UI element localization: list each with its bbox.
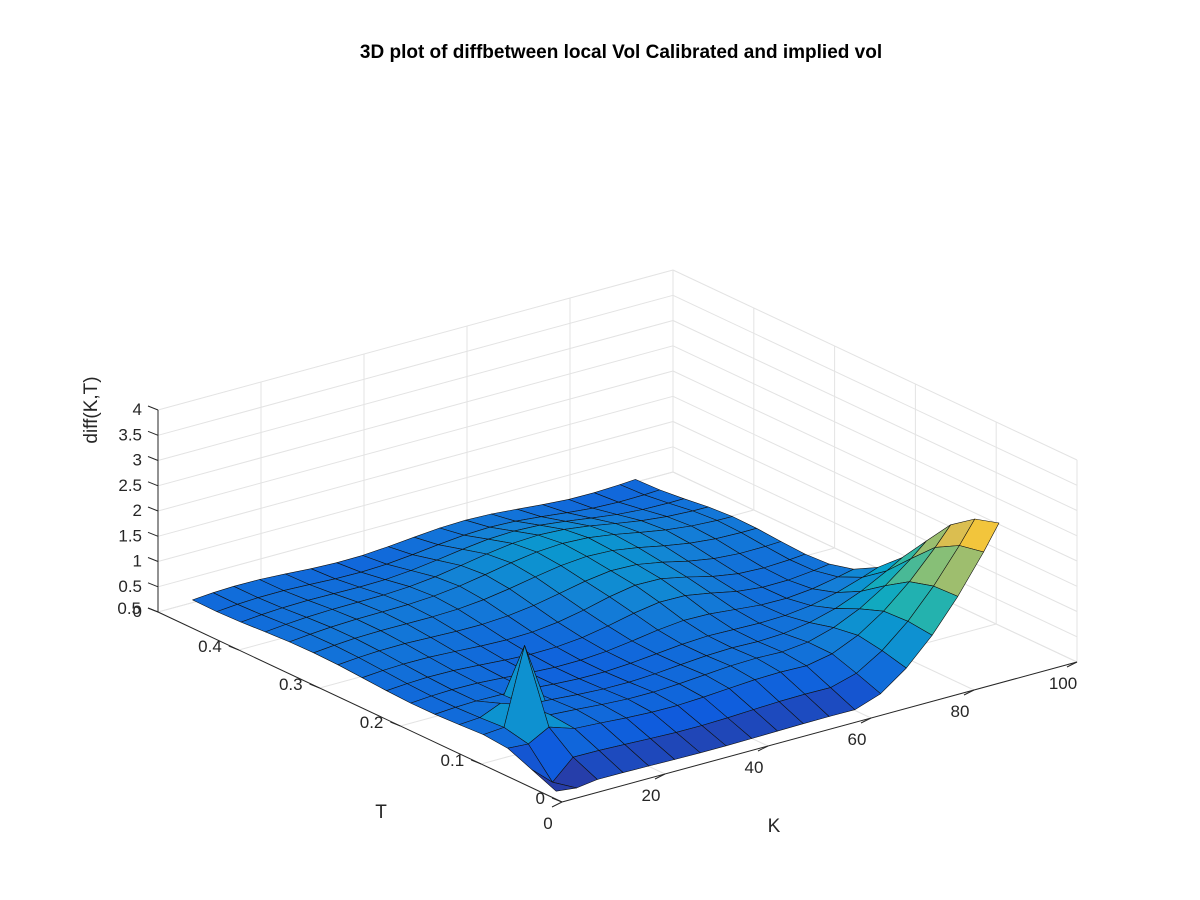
k-tick-label: 20 [642,786,661,805]
z-tick-label: 4 [133,400,142,419]
t-tick-mark [551,797,563,803]
z-tick-mark [147,405,159,411]
grid-line-side-z [672,320,1078,511]
k-tick-mark [1066,661,1078,668]
surface-face [531,769,578,792]
k-tick-mark [860,717,872,724]
grid-line-side-z [672,395,1078,587]
z-tick-label: 0 [133,602,142,621]
t-tick-label: 0.1 [441,751,465,770]
t-tick-label: 0.4 [198,637,222,656]
grid-line-back-z [157,294,674,436]
grid-line-back-z [157,446,674,588]
z-tick-mark [147,582,159,588]
z-tick-mark [147,456,159,461]
k-axis-line [561,661,1078,803]
z-tick-label: 3 [133,451,142,470]
t-tick-label: 0.5 [117,599,141,618]
z-tick-mark [147,481,159,487]
t-tick-label: 0.3 [279,675,303,694]
tick-labels: 02040608010000.10.20.30.40.500.511.522.5… [117,400,1077,833]
grid-line-back-z [157,345,674,487]
k-tick-mark [963,689,975,696]
k-tick-label: 60 [848,730,867,749]
k-tick-label: 80 [951,702,970,721]
t-tick-mark [309,683,320,689]
grid-line-side-z [672,269,1078,461]
z-tick-label: 2 [133,501,142,520]
t-tick-mark [390,721,401,727]
surface-mesh [192,479,1000,792]
z-tick-mark [147,531,159,537]
grid-line-side-z [672,345,1078,537]
z-tick-mark [147,557,159,562]
grid-line-back-z [157,421,674,562]
grid-line-floor-k [672,471,1078,663]
z-tick-label: 1.5 [118,526,142,545]
k-tick-label: 100 [1049,674,1077,693]
grid-line-back-z [157,370,674,512]
t-axis-line [157,611,563,803]
k-tick-mark [654,773,666,780]
grid-line-back-z [157,269,674,411]
z-tick-label: 3.5 [118,425,142,444]
z-tick-mark [147,506,159,512]
z-tick-label: 1 [133,552,142,571]
grid-line-side-z [672,421,1078,612]
z-tick-mark [147,430,159,436]
k-tick-mark [551,801,563,808]
z-axis-label: diff(K,T) [81,376,102,443]
grid-line-side-z [672,370,1078,562]
y-axis-label: T [375,802,387,823]
grid-line-side-z [672,446,1078,638]
grid-line-back-z [157,395,674,537]
z-tick-label: 2.5 [118,476,142,495]
grid-line-side-z [672,294,1078,486]
k-tick-mark [757,745,769,752]
x-axis-label: K [768,816,781,837]
z-tick-label: 0.5 [118,577,142,596]
k-tick-label: 40 [745,758,764,777]
t-tick-mark [471,759,482,765]
t-tick-mark [228,645,239,651]
k-tick-label: 0 [543,814,552,833]
t-tick-label: 0.2 [360,713,384,732]
grid-line-back-z [157,320,674,461]
chart-title: 3D plot of diffbetween local Vol Calibra… [360,42,882,63]
z-tick-mark [147,607,159,613]
t-tick-label: 0 [536,789,545,808]
